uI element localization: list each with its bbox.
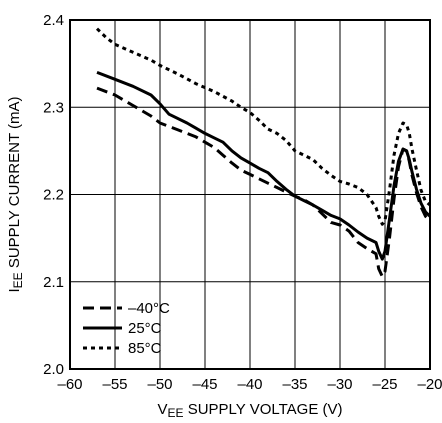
y-axis-label-rest: SUPPLY CURRENT (mA) — [6, 96, 23, 272]
y-axis-label-sub: EE — [11, 272, 25, 288]
x-tick-label: –60 — [57, 376, 82, 393]
x-tick-label: –50 — [147, 376, 172, 393]
legend-label: 25°C — [128, 320, 162, 337]
x-tick-label: –20 — [417, 376, 442, 393]
x-axis-ticks: –60 –55 –50 –45 –40 –35 –30 –25 –20 — [57, 376, 442, 393]
x-axis-label-main: V — [158, 401, 168, 418]
y-tick-label: 2.4 — [43, 12, 64, 29]
y-axis-label-main: I — [6, 288, 23, 292]
x-tick-label: –30 — [327, 376, 352, 393]
x-tick-label: –45 — [192, 376, 217, 393]
y-axis-label: IEE SUPPLY CURRENT (mA) — [6, 96, 25, 292]
series-line-3 — [95, 27, 431, 226]
y-tick-label: 2.1 — [43, 274, 64, 291]
y-tick-label: 2.0 — [43, 361, 64, 378]
x-tick-label: –35 — [282, 376, 307, 393]
x-axis-label-rest: SUPPLY VOLTAGE (V) — [184, 401, 343, 418]
series-layer — [95, 27, 432, 278]
legend-label: 85°C — [128, 340, 162, 357]
y-axis-ticks: 2.0 2.1 2.2 2.3 2.4 — [43, 12, 64, 378]
y-tick-label: 2.2 — [43, 187, 64, 204]
x-tick-label: –25 — [372, 376, 397, 393]
legend-label: –40°C — [128, 300, 170, 317]
grid-lines — [70, 20, 430, 369]
series-line-2 — [96, 70, 432, 261]
x-axis-label-sub: EE — [168, 406, 184, 420]
x-tick-label: –40 — [237, 376, 262, 393]
y-tick-label: 2.3 — [43, 99, 64, 116]
plot-frame — [69, 19, 431, 370]
legend: –40°C 25°C 85°C — [83, 300, 170, 357]
x-axis-label: VEE SUPPLY VOLTAGE (V) — [158, 401, 343, 420]
series-line-1 — [96, 86, 432, 278]
x-tick-label: –55 — [102, 376, 127, 393]
